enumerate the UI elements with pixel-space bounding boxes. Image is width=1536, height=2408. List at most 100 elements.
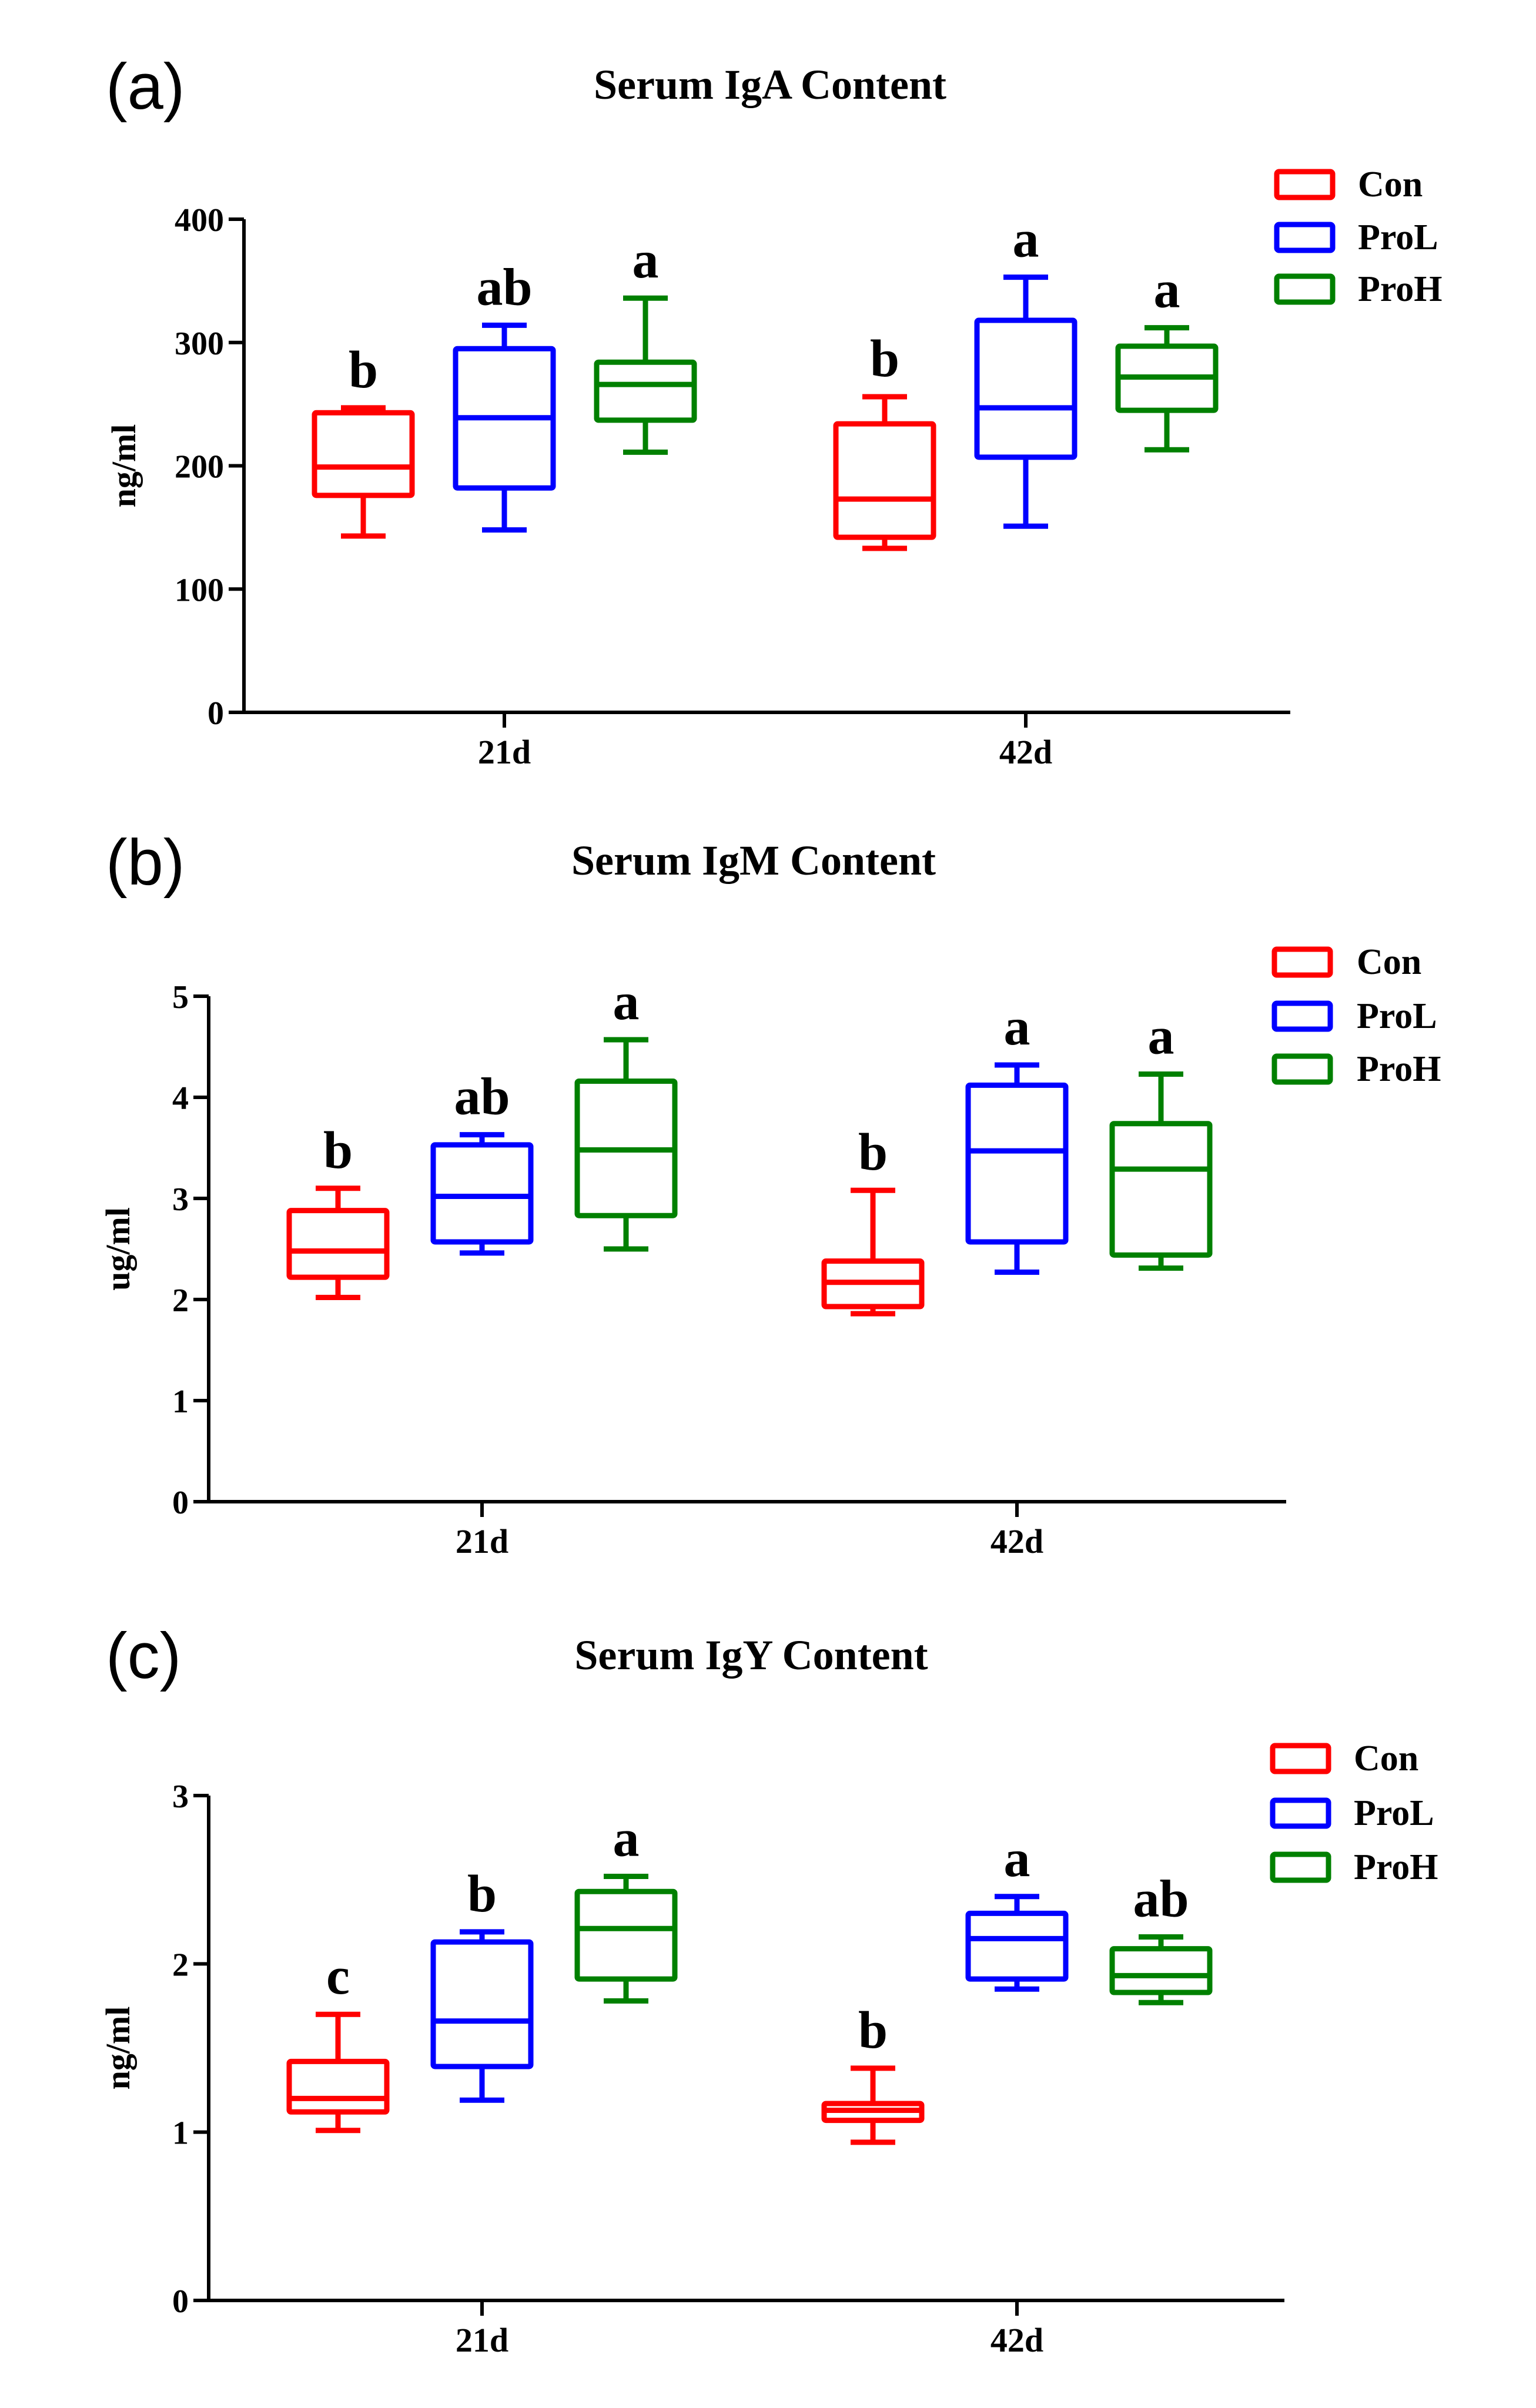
x-tick-label: 21d	[456, 1522, 508, 1560]
y-tick-label: 300	[175, 326, 224, 362]
box-iqr	[1109, 1121, 1213, 1258]
y-tick-label: 1	[172, 2115, 189, 2152]
box-prol-21d: ab	[430, 1068, 534, 1256]
legend-swatch-proh	[1271, 1053, 1333, 1085]
significance-label: a	[1154, 261, 1180, 319]
panel-label: (b)	[106, 826, 185, 899]
chart-panel-3: (c) Serum IgY Content 0 1 2 3 ng/ml 21d 42d c b b a a…	[99, 1620, 1438, 2359]
x-tick-label: 42d	[990, 2321, 1043, 2359]
box-prol-42d: a	[965, 998, 1069, 1275]
y-tick-label: 0	[172, 1485, 189, 1521]
significance-label: a	[1004, 1830, 1030, 1888]
legend-label-con: Con	[1357, 942, 1421, 982]
y-tick-label: 400	[175, 202, 224, 239]
significance-label: a	[1148, 1007, 1174, 1065]
legend-swatch-proh	[1274, 273, 1336, 305]
legend-label-con: Con	[1354, 1739, 1418, 1779]
legend-label-proh: ProH	[1354, 1847, 1438, 1887]
significance-label: a	[1004, 998, 1030, 1056]
significance-label: a	[1013, 210, 1039, 269]
legend-swatch-prol	[1274, 222, 1336, 253]
box-prol-21d: b	[430, 1865, 534, 2103]
legend-swatch-prol	[1271, 1000, 1333, 1032]
box-prol-42d: a	[974, 210, 1077, 529]
box-iqr	[965, 1910, 1069, 1982]
legend-label-con: Con	[1358, 165, 1423, 205]
y-tick-label: 200	[175, 449, 224, 485]
box-proh-21d: a	[594, 231, 697, 455]
box-iqr	[1109, 1946, 1213, 1995]
box-proh-21d: a	[574, 1809, 678, 2004]
chart-title: Serum IgA Content	[594, 61, 946, 108]
box-con-42d: b	[821, 1123, 925, 1317]
y-axis-label: ug/ml	[99, 1207, 137, 1291]
legend-label-prol: ProL	[1358, 217, 1438, 257]
box-iqr	[286, 2058, 390, 2115]
y-tick-label: 4	[172, 1080, 189, 1117]
box-proh-21d: a	[574, 973, 678, 1252]
box-prol-42d: a	[965, 1830, 1069, 1992]
significance-label: b	[467, 1865, 497, 1923]
significance-label: a	[633, 231, 659, 289]
legend-swatch-prol	[1270, 1797, 1331, 1829]
significance-label: b	[858, 2001, 888, 2059]
significance-label: b	[858, 1123, 888, 1181]
significance-label: b	[870, 330, 899, 388]
box-con-42d: b	[821, 2001, 925, 2145]
y-tick-label: 1	[172, 1384, 189, 1420]
box-iqr	[965, 1082, 1069, 1245]
y-tick-label: 0	[172, 2283, 189, 2320]
chart-panel-1: (a) Serum IgA Content 0 100 200 300 400 ng/ml 21…	[105, 51, 1443, 771]
significance-label: a	[613, 973, 640, 1031]
significance-label: b	[323, 1121, 353, 1180]
chart-panel-2: (b) Serum IgM Content 0 1 2 3 4 5 ug/ml 21d 42d b b a…	[99, 826, 1441, 1560]
y-tick-label: 100	[175, 572, 224, 608]
box-iqr	[430, 1142, 534, 1245]
box-con-21d: b	[286, 1121, 390, 1301]
y-tick-label: 3	[172, 1779, 189, 1815]
legend-swatch-con	[1271, 946, 1333, 978]
y-tick-label: 5	[172, 979, 189, 1016]
legend-swatch-con	[1270, 1743, 1331, 1774]
y-axis-label: ng/ml	[99, 2007, 137, 2090]
panel-label: (c)	[106, 1620, 181, 1692]
box-iqr	[833, 421, 936, 540]
box-iqr	[574, 1888, 678, 1982]
significance-label: ab	[454, 1068, 510, 1126]
significance-label: ab	[1133, 1870, 1189, 1928]
legend-label-proh: ProH	[1358, 269, 1443, 309]
x-tick-label: 21d	[456, 2321, 508, 2359]
x-tick-label: 21d	[478, 733, 531, 771]
box-iqr	[430, 1939, 534, 2069]
box-con-21d: b	[312, 341, 415, 539]
x-tick-label: 42d	[990, 1522, 1043, 1560]
x-tick-label: 42d	[999, 733, 1052, 771]
legend-label-proh: ProH	[1357, 1049, 1441, 1089]
chart-title: Serum IgM Content	[571, 837, 936, 884]
significance-label: ab	[476, 258, 532, 316]
legend-swatch-proh	[1270, 1851, 1331, 1883]
chart-title: Serum IgY Content	[574, 1632, 928, 1679]
legend-label-prol: ProL	[1357, 996, 1437, 1036]
y-tick-label: 2	[172, 1947, 189, 1983]
box-proh-42d: a	[1109, 1007, 1213, 1271]
box-con-21d: c	[286, 1947, 390, 2134]
y-tick-label: 0	[208, 695, 224, 732]
significance-label: c	[326, 1947, 350, 2005]
significance-label: b	[349, 341, 378, 399]
box-proh-42d: ab	[1109, 1870, 1213, 2005]
box-iqr	[974, 317, 1077, 460]
y-tick-label: 3	[172, 1181, 189, 1218]
box-iqr	[594, 359, 697, 423]
y-tick-label: 2	[172, 1282, 189, 1319]
box-con-42d: b	[833, 330, 936, 551]
box-iqr	[286, 1208, 390, 1280]
panel-label: (a)	[106, 51, 185, 123]
box-proh-42d: a	[1115, 261, 1219, 453]
legend-label-prol: ProL	[1354, 1793, 1434, 1833]
box-prol-21d: ab	[453, 258, 556, 533]
significance-label: a	[613, 1809, 640, 1867]
legend-swatch-con	[1274, 169, 1336, 200]
